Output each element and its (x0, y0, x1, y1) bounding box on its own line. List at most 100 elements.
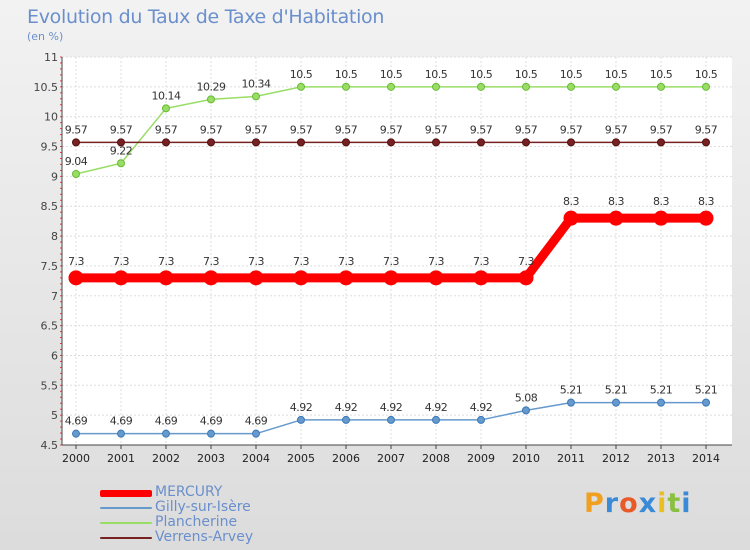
data-point-mercury (383, 270, 399, 286)
data-label-layer: 7.3 7.3 7.3 7.3 7.3 7.3 7.3 7.3 7.3 7.3 7.3 8.3 8.3 8… (65, 68, 718, 428)
logo-letter: x (638, 488, 658, 519)
data-label-verrens-arvey: 9.57 (380, 123, 403, 136)
data-point-plancherine (702, 82, 710, 91)
data-label-gilly-sur-isere: 5.21 (695, 384, 718, 397)
data-label-mercury: 7.3 (428, 255, 444, 268)
x-tick-label: 2002 (152, 452, 180, 465)
data-label-plancherine: 10.5 (335, 68, 358, 81)
x-tick-label: 2010 (512, 452, 540, 465)
legend-swatch-mercury (100, 490, 152, 497)
data-label-plancherine: 10.5 (470, 68, 493, 81)
logo-letter: P (584, 488, 605, 519)
data-point-mercury (563, 210, 579, 226)
y-tick-label: 9.5 (41, 141, 59, 154)
data-point-gilly-sur-isere (72, 429, 80, 438)
x-tick-label: 2012 (602, 452, 630, 465)
data-point-mercury (608, 210, 624, 226)
data-label-mercury: 7.3 (68, 255, 84, 268)
data-point-verrens-arvey (162, 138, 170, 147)
data-label-verrens-arvey: 9.57 (560, 123, 583, 136)
legend-label: MERCURY (155, 484, 223, 500)
data-label-gilly-sur-isere: 5.21 (560, 384, 583, 397)
grid-layer (62, 56, 732, 446)
x-tick-label: 2008 (422, 452, 450, 465)
data-label-mercury: 8.3 (563, 195, 579, 208)
data-label-mercury: 7.3 (473, 255, 489, 268)
data-point-mercury (428, 270, 444, 286)
data-label-verrens-arvey: 9.57 (200, 123, 223, 136)
data-label-plancherine: 10.5 (515, 68, 538, 81)
y-tick-label: 6.5 (41, 320, 59, 333)
data-point-verrens-arvey (612, 138, 620, 147)
data-point-gilly-sur-isere (657, 398, 665, 407)
logo-letter: i (657, 488, 668, 519)
data-point-verrens-arvey (702, 138, 710, 147)
data-label-verrens-arvey: 9.57 (155, 123, 178, 136)
data-label-gilly-sur-isere: 4.69 (245, 415, 268, 428)
data-label-gilly-sur-isere: 4.69 (110, 415, 133, 428)
data-point-plancherine (342, 82, 350, 91)
logo-letter: r (604, 488, 620, 519)
chart-title: Evolution du Taux de Taxe d'Habitation (27, 6, 385, 28)
data-point-mercury (338, 270, 354, 286)
data-point-plancherine (207, 95, 215, 104)
legend-label: Gilly-sur-Isère (155, 499, 251, 515)
data-label-mercury: 7.3 (158, 255, 174, 268)
data-label-gilly-sur-isere: 5.21 (605, 384, 628, 397)
legend-label: Plancherine (155, 514, 238, 530)
data-label-mercury: 8.3 (698, 195, 714, 208)
data-label-verrens-arvey: 9.57 (650, 123, 673, 136)
data-label-mercury: 7.3 (293, 255, 309, 268)
data-point-plancherine (522, 82, 530, 91)
legend-label: Verrens-Arvey (155, 529, 254, 545)
plot-area (62, 57, 732, 445)
data-point-mercury (248, 270, 264, 286)
x-tick-label: 2000 (62, 452, 90, 465)
data-point-verrens-arvey (117, 138, 125, 147)
axis-layer: 4.5 5 5.5 6 6.5 7 7.5 8 8.5 9 9.5 10 10.5 11 2000 2001 2… (34, 51, 732, 465)
data-point-mercury (203, 270, 219, 286)
data-point-plancherine (72, 169, 80, 178)
data-label-verrens-arvey: 9.57 (245, 123, 268, 136)
data-point-gilly-sur-isere (252, 429, 260, 438)
data-point-gilly-sur-isere (297, 415, 305, 424)
x-tick-label: 2006 (332, 452, 360, 465)
data-label-plancherine: 9.22 (110, 144, 133, 157)
data-label-gilly-sur-isere: 4.69 (200, 415, 223, 428)
data-point-verrens-arvey (477, 138, 485, 147)
x-tick-label: 2003 (197, 452, 225, 465)
y-tick-label: 4.5 (41, 439, 59, 452)
data-label-gilly-sur-isere: 4.92 (425, 401, 448, 414)
legend: MERCURY Gilly-sur-Isère Plancherine Verr… (100, 484, 360, 545)
proxiti-logo: Proxiti (584, 488, 692, 519)
data-label-gilly-sur-isere: 4.92 (335, 401, 358, 414)
data-point-gilly-sur-isere (522, 406, 530, 415)
legend-swatch-plancherine (100, 522, 152, 524)
data-point-plancherine (387, 82, 395, 91)
data-label-verrens-arvey: 9.57 (470, 123, 493, 136)
data-label-gilly-sur-isere: 4.92 (470, 401, 493, 414)
data-point-gilly-sur-isere (162, 429, 170, 438)
data-point-verrens-arvey (567, 138, 575, 147)
x-tick-label: 2013 (647, 452, 675, 465)
data-label-plancherine: 10.5 (290, 68, 313, 81)
data-point-plancherine (567, 82, 575, 91)
data-label-verrens-arvey: 9.57 (425, 123, 448, 136)
data-label-plancherine: 10.5 (560, 68, 583, 81)
data-point-plancherine (477, 82, 485, 91)
data-point-verrens-arvey (72, 138, 80, 147)
data-label-gilly-sur-isere: 4.69 (65, 415, 88, 428)
data-point-verrens-arvey (342, 138, 350, 147)
x-tick-label: 2009 (467, 452, 495, 465)
data-point-mercury (68, 270, 84, 286)
data-label-mercury: 7.3 (338, 255, 354, 268)
y-tick-label: 8 (51, 230, 58, 243)
data-point-verrens-arvey (297, 138, 305, 147)
y-tick-label: 9 (51, 170, 58, 183)
data-point-verrens-arvey (252, 138, 260, 147)
legend-item-verrens-arvey: Verrens-Arvey (100, 529, 360, 545)
data-point-gilly-sur-isere (477, 415, 485, 424)
legend-item-mercury: MERCURY (100, 484, 360, 500)
y-tick-label: 7.5 (41, 260, 59, 273)
data-label-verrens-arvey: 9.57 (110, 123, 133, 136)
